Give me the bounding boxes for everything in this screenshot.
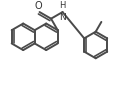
Text: H: H [59,1,66,10]
Text: N: N [59,13,66,22]
Text: O: O [35,1,42,11]
